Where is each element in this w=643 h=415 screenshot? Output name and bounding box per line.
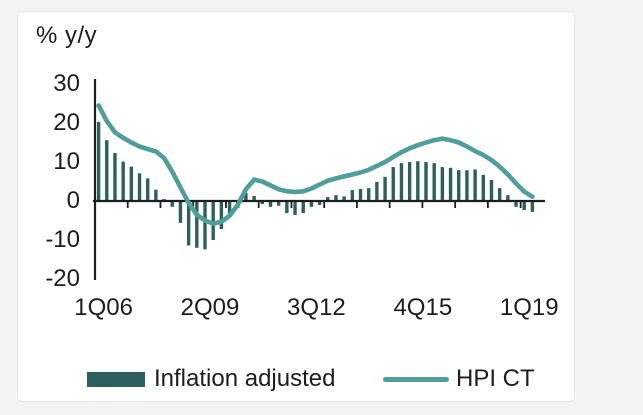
x-tick-label: 1Q06 [74, 294, 133, 321]
bar-4Q16 [448, 167, 453, 201]
bar-2Q07 [137, 173, 142, 201]
bar-3Q10 [244, 193, 248, 201]
bar-3Q13 [342, 196, 346, 201]
x-tick-label: 3Q12 [287, 294, 346, 321]
bar-4Q10 [252, 195, 256, 201]
x-tick-label: 2Q09 [180, 294, 240, 321]
bar-4Q11 [285, 201, 289, 214]
y-tick-label: 0 [66, 187, 80, 214]
y-axis-unit-label: % y/y [36, 22, 98, 49]
y-tick-label: 30 [53, 70, 80, 97]
bar-3Q12 [309, 201, 314, 207]
bar-4Q17 [481, 174, 485, 201]
bar-1Q09 [195, 201, 199, 248]
bar-3Q11 [276, 201, 281, 206]
bar-3Q18 [506, 195, 510, 201]
bar-4Q08 [186, 201, 191, 246]
bar-4Q12 [317, 201, 322, 205]
bar-3Q09 [211, 201, 215, 240]
bar-1Q19 [522, 201, 526, 210]
bar-1Q07 [129, 166, 134, 201]
bar-1Q11 [260, 201, 264, 205]
bar-4Q15 [416, 161, 420, 201]
bar-1Q13 [326, 197, 330, 201]
line-swatch-icon [383, 376, 449, 382]
bar-2Q17 [465, 170, 469, 201]
x-tick-label: 1Q19 [499, 294, 559, 321]
bar-1Q17 [457, 170, 461, 201]
bar-4Q14 [383, 176, 387, 201]
bar-1Q15 [391, 167, 395, 201]
bar-2Q18 [497, 188, 502, 201]
bar-2Q06 [105, 140, 109, 201]
bar-2Q15 [399, 163, 404, 201]
bar-3Q06 [113, 153, 117, 201]
bar-3Q17 [473, 169, 477, 201]
hpi-line [96, 103, 535, 226]
bar-1Q12 [293, 201, 297, 216]
bar-3Q15 [407, 162, 412, 201]
bar-1Q14 [358, 188, 363, 201]
bar-4Q09 [219, 201, 224, 230]
bar-2Q19 [530, 201, 535, 212]
legend-label: Inflation adjusted [154, 365, 336, 392]
bar-3Q08 [178, 201, 183, 223]
bar-3Q14 [375, 181, 379, 201]
bar-1Q16 [424, 162, 428, 201]
bar-2Q14 [367, 188, 371, 201]
bar-1Q06 [96, 121, 101, 201]
bar-3Q16 [440, 167, 445, 201]
x-tick-label: 4Q15 [393, 294, 453, 321]
bar-2Q16 [432, 163, 436, 201]
bar-4Q06 [121, 161, 125, 201]
y-tick-label: -10 [45, 226, 80, 253]
bar-4Q07 [154, 189, 158, 201]
bar-2Q11 [268, 201, 273, 207]
bar-1Q10 [227, 201, 232, 214]
bar-2Q12 [301, 201, 305, 214]
y-tick-label: 10 [53, 148, 80, 175]
legend-item-inflation-adjusted: Inflation adjusted [87, 364, 335, 394]
legend-item-hpi-ct: HPI CT [383, 364, 535, 394]
bar-swatch-icon [87, 371, 145, 387]
bar-2Q08 [170, 201, 174, 207]
bar-1Q18 [489, 179, 494, 201]
bar-2Q09 [203, 201, 207, 250]
bar-4Q18 [514, 201, 518, 207]
y-tick-label: -20 [45, 265, 80, 292]
bar-3Q07 [146, 178, 150, 201]
legend-label: HPI CT [456, 365, 535, 392]
bar-2Q13 [334, 195, 338, 201]
y-tick-label: 20 [53, 109, 80, 136]
bar-4Q13 [350, 190, 355, 201]
